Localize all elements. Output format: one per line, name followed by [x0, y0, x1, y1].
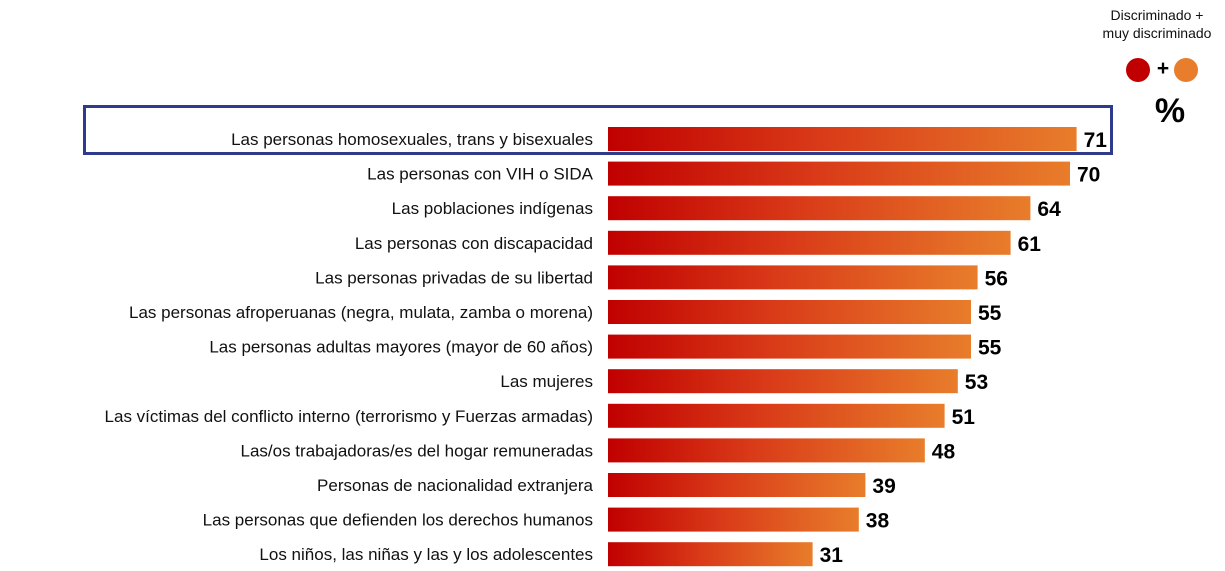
value-label: 64	[1037, 198, 1061, 221]
category-label: Las víctimas del conflicto interno (terr…	[105, 407, 593, 426]
category-label: Las personas privadas de su libertad	[315, 268, 593, 287]
value-label: 61	[1018, 233, 1042, 256]
value-label: 39	[872, 475, 895, 498]
legend-caption: Discriminado + muy discriminado	[1082, 6, 1225, 42]
bar	[608, 230, 1011, 255]
bar	[608, 507, 859, 532]
category-label: Las personas con discapacidad	[355, 234, 593, 253]
value-label: 48	[932, 440, 956, 463]
bar	[608, 127, 1077, 151]
bar	[608, 196, 1031, 221]
category-label: Las personas afroperuanas (negra, mulata…	[129, 303, 593, 322]
value-label: 71	[1084, 129, 1108, 152]
value-label: 53	[965, 371, 988, 394]
category-label: Los niños, las niñas y las y los adolesc…	[259, 545, 593, 564]
bar	[608, 265, 978, 290]
value-label: 55	[978, 337, 1002, 360]
category-label: Personas de nacionalidad extranjera	[317, 476, 594, 495]
legend-markers: +	[1126, 57, 1200, 82]
bar	[608, 369, 958, 394]
value-label: 51	[952, 406, 976, 429]
unit-label: %	[1154, 92, 1186, 130]
legend-plus-sign: +	[1156, 57, 1170, 80]
highlight-box	[83, 105, 1113, 155]
value-label: 70	[1077, 164, 1100, 187]
legend-marker-muy-discriminado	[1174, 58, 1198, 82]
category-label: Las personas con VIH o SIDA	[367, 165, 594, 184]
category-label: Las poblaciones indígenas	[392, 199, 593, 218]
value-label: 31	[820, 544, 844, 567]
bar	[608, 403, 945, 428]
bar	[608, 542, 813, 567]
bar	[608, 334, 971, 359]
category-label: Las/os trabajadoras/es del hogar remuner…	[241, 441, 594, 460]
category-label: Las mujeres	[500, 372, 593, 391]
bar	[608, 473, 866, 497]
legend-caption-line-2: muy discriminado	[1102, 25, 1212, 41]
category-label: Las personas homosexuales, trans y bisex…	[231, 130, 593, 149]
bar	[608, 300, 971, 324]
value-label: 38	[866, 510, 890, 533]
bar	[608, 438, 925, 463]
legend-marker-discriminado	[1126, 58, 1150, 82]
bars-group: Las personas homosexuales, trans y bisex…	[105, 127, 1108, 567]
legend-caption-line-1: Discriminado +	[1110, 7, 1204, 23]
value-label: 56	[985, 267, 1008, 290]
value-label: 55	[978, 302, 1002, 325]
category-label: Las personas adultas mayores (mayor de 6…	[209, 338, 593, 357]
category-label: Las personas que defienden los derechos …	[203, 511, 593, 530]
bar	[608, 161, 1070, 186]
